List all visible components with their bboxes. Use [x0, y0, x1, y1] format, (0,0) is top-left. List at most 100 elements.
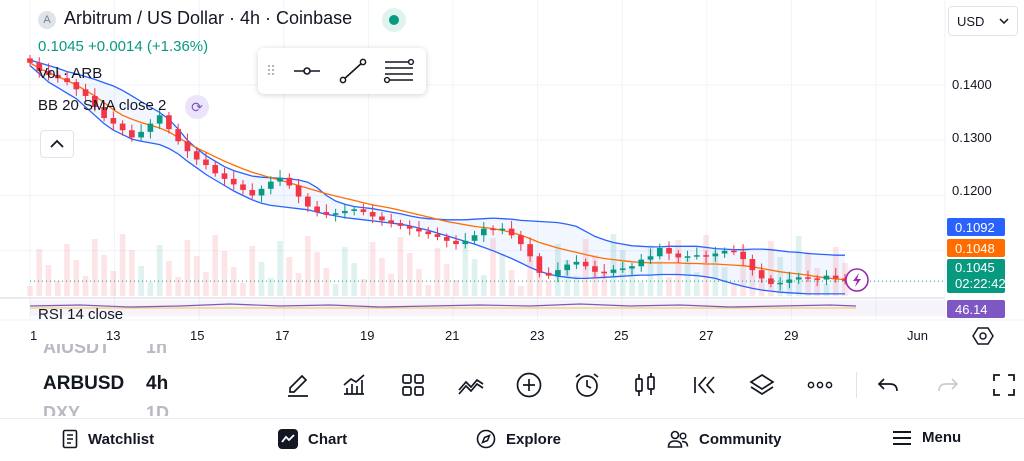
- volume-bar: [45, 265, 52, 296]
- compare-button[interactable]: [453, 368, 489, 402]
- current-interval[interactable]: 4h: [146, 373, 169, 394]
- volume-bar: [147, 282, 154, 296]
- fullscreen-icon: [993, 374, 1015, 396]
- collapse-legend-button[interactable]: [40, 130, 74, 158]
- candle-body: [369, 212, 376, 217]
- market-status-icon[interactable]: [382, 8, 406, 32]
- next-interval[interactable]: 1D: [146, 403, 170, 416]
- candlestick-series: [27, 55, 848, 291]
- alarm-clock-icon: [575, 373, 599, 397]
- volume-bar: [499, 254, 506, 296]
- current-symbol[interactable]: ARBUSD: [43, 373, 125, 394]
- time-axis-label: Jun: [907, 328, 928, 343]
- draw-button[interactable]: [280, 368, 316, 402]
- candle-body: [314, 206, 320, 213]
- plus-circle-icon: [516, 372, 542, 398]
- volume-bar: [536, 265, 543, 296]
- volume-bar: [518, 286, 524, 296]
- candle-body: [805, 277, 811, 279]
- price-change: 0.1045 +0.0014 (+1.36%): [38, 38, 209, 55]
- candle-body: [138, 131, 144, 138]
- volume-bar: [712, 251, 719, 296]
- nav-menu-label: Menu: [922, 429, 962, 446]
- volume-bar: [777, 257, 784, 296]
- loading-icon: ⟳: [185, 95, 209, 119]
- candle-body: [480, 228, 487, 236]
- chart-settings-icon[interactable]: [972, 326, 994, 346]
- layers-button[interactable]: [744, 368, 780, 402]
- price-axis-label: 0.1300: [952, 130, 992, 145]
- community-icon: [667, 430, 689, 448]
- indicators-icon: [343, 374, 365, 395]
- volume-bar: [54, 281, 61, 296]
- candle-body: [156, 115, 163, 124]
- candle-body: [175, 129, 182, 142]
- candle-body: [221, 173, 228, 179]
- candle-body: [129, 130, 135, 138]
- more-horizontal-icon: [807, 381, 833, 389]
- horizontal-ray-tool[interactable]: [284, 48, 330, 94]
- volume-bar: [471, 259, 478, 296]
- nav-chart[interactable]: Chart: [278, 429, 347, 449]
- templates-button[interactable]: [395, 368, 431, 402]
- volume-bar: [82, 276, 89, 296]
- rsi-line: [29, 303, 857, 308]
- chart-type-button[interactable]: [627, 368, 663, 402]
- chevron-up-icon: [50, 139, 64, 148]
- volume-bar: [240, 283, 246, 296]
- candles-icon: [635, 373, 655, 396]
- basis-tag: 0.1048: [947, 239, 1005, 257]
- candle-body: [147, 123, 154, 132]
- volume-bar: [332, 284, 339, 296]
- candle-body: [379, 216, 385, 221]
- undo-button[interactable]: [870, 368, 906, 402]
- bollinger-legend[interactable]: BB 20 SMA close 2: [38, 97, 167, 114]
- chart-canvas[interactable]: [0, 0, 1024, 352]
- volume-bar: [110, 271, 117, 296]
- nav-explore[interactable]: Explore: [476, 429, 561, 449]
- candle-body: [601, 271, 608, 274]
- nav-menu[interactable]: Menu: [892, 429, 961, 446]
- next-symbol[interactable]: DXY: [43, 403, 81, 416]
- candle-body: [749, 259, 756, 271]
- previous-symbol[interactable]: AIUSDT: [43, 344, 110, 357]
- symbol-title[interactable]: Arbitrum / US Dollar · 4h · Coinbase: [64, 8, 353, 28]
- volume-bar: [823, 284, 830, 296]
- candle-body: [758, 270, 765, 279]
- horizontal-line-icon: [294, 67, 320, 75]
- candle-body: [592, 266, 598, 272]
- candle-body: [684, 256, 691, 258]
- currency-select[interactable]: USD: [948, 6, 1018, 36]
- redo-button[interactable]: [930, 368, 966, 402]
- volume-bar: [416, 269, 422, 296]
- previous-interval[interactable]: 1h: [146, 344, 168, 357]
- volume-bar: [462, 243, 469, 296]
- volume-bar: [684, 256, 691, 296]
- indicators-button[interactable]: [336, 368, 372, 402]
- volume-bar: [601, 271, 608, 296]
- pencil-icon: [288, 374, 308, 397]
- nav-community[interactable]: Community: [667, 429, 782, 449]
- drag-handle-icon[interactable]: ⠿: [265, 62, 277, 79]
- candle-body: [332, 213, 339, 215]
- volume-bar: [249, 246, 256, 296]
- add-button[interactable]: [511, 368, 547, 402]
- candle-body: [508, 228, 515, 236]
- rsi-legend[interactable]: RSI 14 close: [38, 306, 124, 323]
- more-button[interactable]: [802, 368, 838, 402]
- volume-bar: [91, 239, 98, 296]
- fullscreen-button[interactable]: [986, 368, 1022, 402]
- alert-button[interactable]: [569, 368, 605, 402]
- volume-bar: [323, 268, 330, 296]
- compass-icon: [476, 429, 496, 449]
- replay-button[interactable]: [686, 368, 722, 402]
- chart-grid: [0, 0, 945, 320]
- trend-line-tool[interactable]: [330, 48, 376, 94]
- candle-body: [425, 231, 432, 235]
- volume-legend[interactable]: Vol · ARB: [38, 65, 103, 82]
- time-axis-label: 17: [275, 328, 290, 343]
- parallel-channel-tool[interactable]: [376, 48, 422, 94]
- nav-watchlist[interactable]: Watchlist: [62, 429, 154, 449]
- candle-body: [545, 272, 552, 276]
- time-axis-label: 25: [614, 328, 629, 343]
